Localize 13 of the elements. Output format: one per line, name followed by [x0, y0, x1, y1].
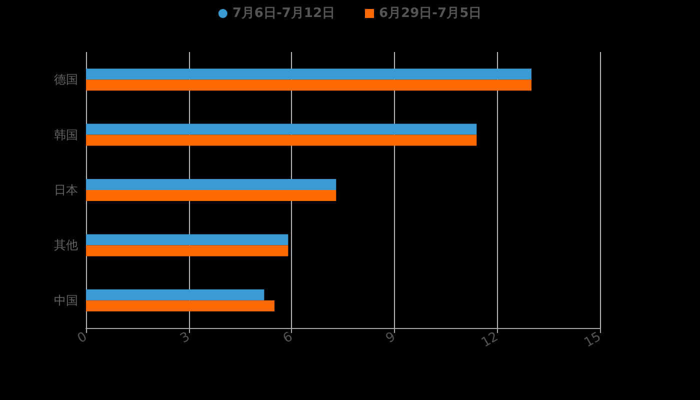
- x-tick-label: 0: [75, 330, 90, 347]
- x-tick-label: 6: [280, 330, 296, 347]
- x-tick-label: 12: [479, 330, 501, 351]
- x-tick-label: 3: [178, 330, 193, 347]
- legend-label: 6月29日-7月5日: [379, 6, 482, 21]
- x-tick-label: 9: [383, 330, 398, 347]
- y-tick-label: 韩国: [54, 128, 78, 142]
- legend-label: 7月6日-7月12日: [232, 6, 335, 21]
- y-tick-label: 日本: [54, 183, 78, 197]
- x-tick-label: 15: [582, 330, 604, 351]
- y-tick-label: 德国: [54, 72, 78, 87]
- y-tick-label: 其他: [54, 238, 78, 252]
- y-tick-label: 中国: [54, 293, 78, 308]
